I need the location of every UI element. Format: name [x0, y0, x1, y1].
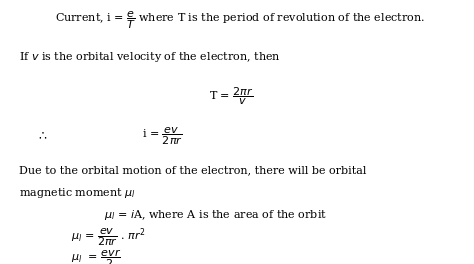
Text: $\mu_l$ = $i$A, where A is the area of the orbit: $\mu_l$ = $i$A, where A is the area of t… [104, 208, 328, 222]
Text: magnetic moment $\mu_l$: magnetic moment $\mu_l$ [19, 186, 136, 200]
Text: If $v$ is the orbital velocity of the electron, then: If $v$ is the orbital velocity of the el… [19, 50, 281, 64]
Text: $\therefore$: $\therefore$ [36, 129, 47, 143]
Text: $\mu_l$  = $\dfrac{evr}{2}$: $\mu_l$ = $\dfrac{evr}{2}$ [71, 247, 121, 264]
Text: T = $\dfrac{2\pi r}{v}$: T = $\dfrac{2\pi r}{v}$ [209, 86, 253, 107]
Text: Due to the orbital motion of the electron, there will be orbital: Due to the orbital motion of the electro… [19, 165, 366, 175]
Text: i = $\dfrac{ev}{2\pi r}$: i = $\dfrac{ev}{2\pi r}$ [142, 125, 183, 147]
Text: Current, i = $\dfrac{e}{T}$ where T is the period of revolution of the electron.: Current, i = $\dfrac{e}{T}$ where T is t… [55, 9, 425, 31]
Text: $\mu_l$ = $\dfrac{ev}{2\pi r}$ . $\pi r^2$: $\mu_l$ = $\dfrac{ev}{2\pi r}$ . $\pi r^… [71, 227, 146, 249]
